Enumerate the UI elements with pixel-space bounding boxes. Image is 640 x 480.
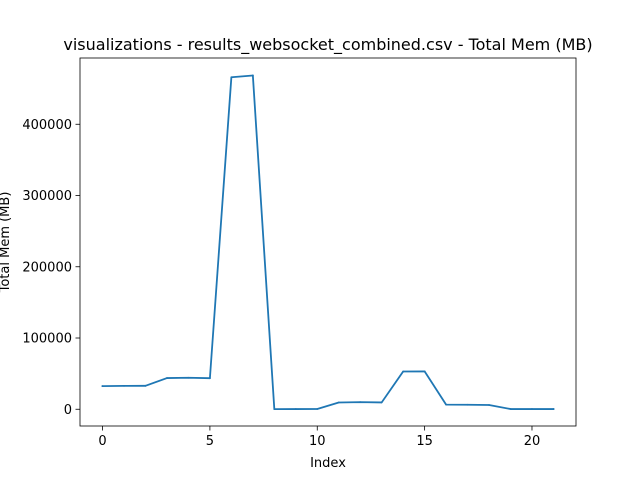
y-axis-label: Total Mem (MB) bbox=[0, 192, 13, 294]
axes-frame bbox=[79, 57, 577, 427]
data-point bbox=[316, 408, 319, 410]
data-point bbox=[166, 377, 168, 379]
data-point bbox=[359, 401, 362, 404]
data-point bbox=[209, 377, 211, 380]
data-point bbox=[531, 408, 533, 410]
data-point bbox=[187, 376, 190, 379]
x-tick-label: 0 bbox=[98, 434, 106, 449]
chart-title: visualizations - results_websocket_combi… bbox=[63, 35, 592, 55]
plot-area: 0 5 10 15 20 0 100000 200000 300000 400000 bbox=[22, 57, 577, 449]
x-tick-label: 20 bbox=[524, 434, 541, 449]
data-point bbox=[144, 384, 147, 387]
data-point bbox=[509, 408, 512, 410]
x-tick-label: 5 bbox=[206, 434, 214, 449]
data-point bbox=[230, 76, 233, 79]
data-point bbox=[380, 401, 383, 404]
y-tick-label: 0 bbox=[64, 403, 72, 418]
data-point bbox=[294, 408, 297, 410]
data-point bbox=[402, 370, 405, 373]
y-tick-label: 300000 bbox=[22, 189, 72, 204]
x-tick-label: 10 bbox=[309, 434, 326, 449]
data-point bbox=[123, 384, 125, 387]
x-tick-label: 15 bbox=[416, 434, 433, 449]
data-point bbox=[552, 408, 555, 410]
data-point bbox=[466, 403, 469, 406]
y-tick-label: 200000 bbox=[22, 260, 72, 275]
data-point bbox=[423, 370, 426, 373]
x-axis-label: Index bbox=[310, 456, 346, 471]
data-point bbox=[101, 385, 104, 387]
data-point bbox=[273, 408, 276, 411]
data-point bbox=[337, 401, 340, 404]
series-line-0 bbox=[101, 74, 555, 411]
data-point bbox=[445, 403, 447, 406]
y-tick-label: 100000 bbox=[22, 332, 72, 347]
y-tick-label: 400000 bbox=[22, 118, 72, 133]
data-point bbox=[488, 404, 490, 406]
data-point bbox=[251, 74, 254, 77]
